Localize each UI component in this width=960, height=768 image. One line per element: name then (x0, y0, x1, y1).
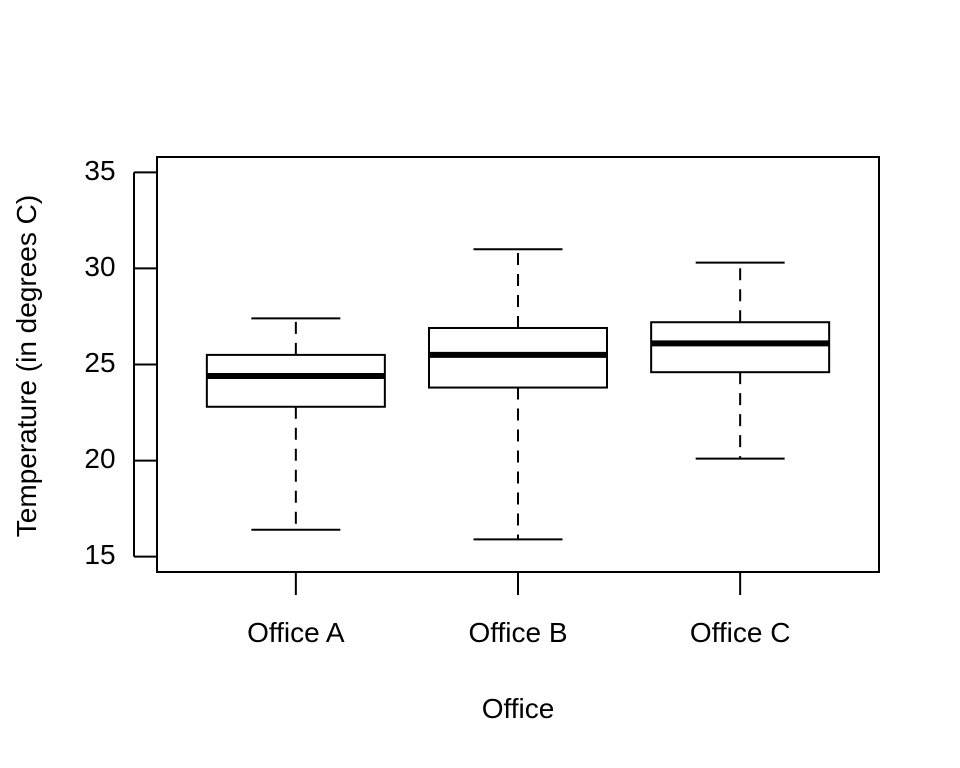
box-2 (428, 248, 608, 541)
box-1 (205, 317, 386, 531)
iqr-box (650, 321, 831, 374)
y-axis: 15 20 25 30 35 (84, 155, 157, 570)
x-tick-label: Office C (690, 617, 791, 648)
y-tick-label: 35 (84, 155, 115, 186)
y-tick-label: 25 (84, 347, 115, 378)
y-tick-label: 20 (84, 443, 115, 474)
x-tick-label: Office A (247, 617, 345, 648)
box-3 (650, 261, 831, 460)
y-axis-label: Temperature (in degrees C) (11, 195, 42, 537)
box-group (205, 248, 831, 541)
x-axis-label: Office (482, 693, 555, 724)
iqr-box (205, 353, 386, 408)
x-tick-label: Office B (468, 617, 567, 648)
y-tick-label: 30 (84, 251, 115, 282)
x-axis: Office A Office B Office C (247, 572, 790, 648)
y-tick-label: 15 (84, 539, 115, 570)
